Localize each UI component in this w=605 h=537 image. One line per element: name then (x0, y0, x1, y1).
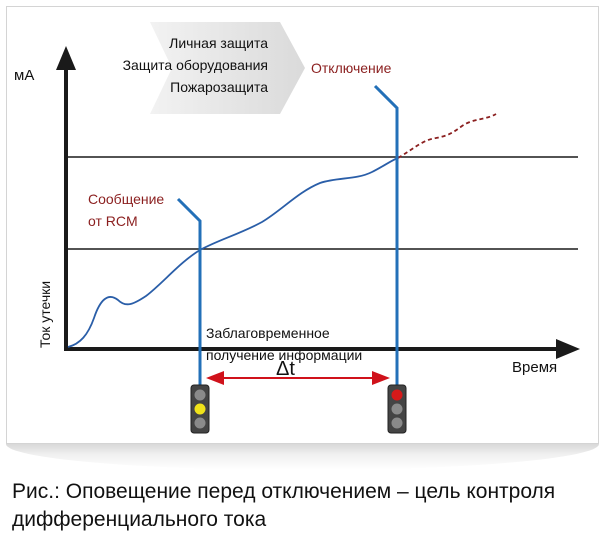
trip-traffic-light (387, 384, 407, 434)
delta-t-arrowhead-right (372, 371, 390, 385)
x-axis-label: Время (512, 359, 557, 376)
bottom-lamp (391, 417, 403, 429)
trip-label: Отключение (311, 60, 392, 76)
delta-t-label: Δt (276, 358, 295, 380)
middle-lamp (391, 403, 403, 415)
top-lamp (194, 389, 206, 401)
red-lamp (391, 389, 403, 401)
rcm-probe-line (176, 197, 202, 388)
caption-line1: Рис.: Оповещение перед отключением – цел… (12, 480, 556, 503)
yellow-lamp (194, 403, 206, 415)
y-axis-arrowhead (56, 46, 76, 70)
x-axis-arrowhead (556, 339, 580, 359)
protection-fire: Пожарозащита (170, 79, 268, 95)
figure-caption: Рис.: Оповещение перед отключением – цел… (12, 478, 597, 534)
diagram-frame (6, 6, 599, 444)
advance-info-line1: Заблаговременное (206, 325, 330, 341)
delta-t-arrowhead-left (206, 371, 224, 385)
bottom-lamp (194, 417, 206, 429)
warning-traffic-light (190, 384, 210, 434)
predicted-curve (397, 113, 497, 159)
protection-personal: Личная защита (169, 35, 268, 51)
rcm-label-line2: от RCM (88, 213, 138, 229)
protection-equipment: Защита оборудования (123, 57, 268, 73)
caption-line2: дифференциального тока (12, 508, 267, 531)
trip-probe-line (373, 84, 399, 388)
protection-chevron (150, 22, 305, 114)
y-axis-label: Ток утечки (37, 281, 53, 348)
advance-info-line2: получение информации (206, 347, 362, 363)
y-unit-label: мА (14, 67, 34, 84)
rcm-label-line1: Сообщение (88, 191, 164, 207)
leakage-current-curve (67, 157, 399, 348)
protection-levels: Личная защита Защита оборудования Пожаро… (123, 35, 269, 95)
